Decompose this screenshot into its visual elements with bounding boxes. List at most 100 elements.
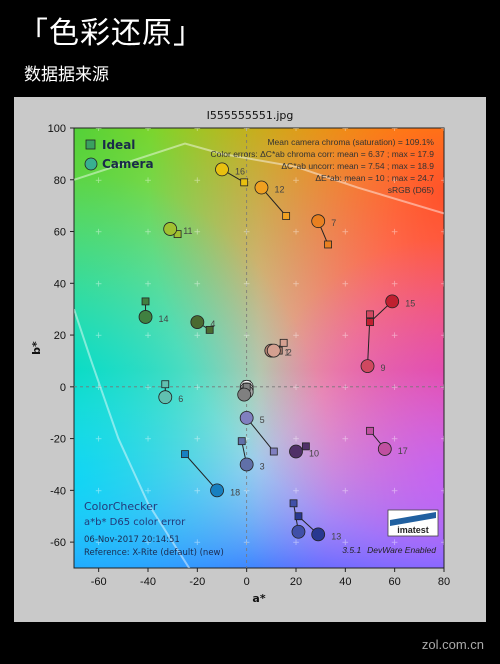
grid-cross: + [144,486,152,496]
grid-cross: + [194,176,202,186]
grid-cross: + [342,228,350,238]
grid-cross: + [342,435,350,445]
patch-label: 17 [398,446,408,456]
x-tick-label: -40 [140,576,156,588]
x-tick-label: 80 [438,576,450,588]
patch-label: 6 [178,394,183,404]
ideal-square [282,212,291,220]
camera-circle [254,180,269,195]
patch-label: 10 [309,449,319,459]
grid-cross: + [194,383,202,393]
grid-cross: + [95,331,103,341]
camera-circle [138,310,153,324]
patch-error-line [184,453,218,491]
patch-label: 7 [331,218,336,228]
grid-cross: + [194,279,202,289]
legend-camera-label: Camera [102,157,154,171]
x-tick-label: 0 [244,576,250,588]
logo-stripe [390,512,436,526]
camera-circle [215,162,229,177]
page-subtitle: 数据据来源 [24,65,109,85]
x-tick-label: 40 [339,576,351,588]
grid-cross: + [391,228,399,238]
camera-circle [158,390,173,405]
grid-cross: + [391,486,399,496]
ideal-square [366,426,374,435]
patch-label: 12 [274,185,284,195]
stats-line: ΔC*ab uncorr: mean = 7.54 ; max = 18.9 [281,161,434,171]
stats-line: sRGB (D65) [388,185,434,195]
imatest-logo: imatest [387,509,439,537]
ideal-square [289,499,298,508]
grid-cross: + [391,124,399,134]
camera-circle [266,343,281,358]
camera-circle [385,294,400,309]
camera-circle [291,524,306,539]
grid-cross: + [144,435,152,445]
grid-cross: + [342,279,350,289]
ideal-square [269,447,278,456]
grid-cross: + [292,486,300,496]
grid-cross: + [342,383,350,393]
ideal-square [294,512,303,521]
plot-frame [73,127,445,569]
patch-label: 2 [287,348,292,358]
grid-cross: + [243,538,251,548]
grid-cross: + [243,124,251,134]
grid-cross: + [440,228,448,238]
grid-cross: + [144,383,152,393]
legend-ideal-label: Ideal [102,138,135,152]
patch-label: 1 [284,348,289,358]
grid-cross: + [194,435,202,445]
patch-label: 15 [405,298,415,308]
grid-cross: + [292,228,300,238]
x-tick-label: 20 [290,576,302,588]
ideal-square [240,178,249,187]
grid-cross: + [391,279,399,289]
grid-cross: + [95,486,103,496]
grid-cross: + [440,538,448,548]
camera-circle [311,527,326,542]
grid-cross: + [243,279,251,289]
patch-label: 13 [331,531,341,541]
patch-label: 9 [381,363,386,373]
patch-label: 14 [159,314,169,324]
ideal-square [324,240,332,249]
version-text: 3.5.1 DevWare Enabled [342,545,436,555]
y-tick-label: 100 [48,123,66,135]
stats-line: Color errors: ΔC*ab chroma corr: mean = … [211,149,435,159]
patch-label: 16 [235,166,245,176]
patch-label: 11 [183,226,192,236]
grid-cross: + [243,435,251,445]
grid-cross: + [194,124,202,134]
patch-label: 4 [210,319,215,329]
figure-file-title: I555555551.jpg [206,109,294,122]
grid-cross: + [391,435,399,445]
grid-cross: + [144,176,152,186]
grid-cross: + [440,124,448,134]
y-tick-label: 80 [54,175,66,187]
grid-cross: + [194,331,202,341]
camera-circle [289,444,303,459]
grid-cross: + [292,435,300,445]
grid-cross: + [342,538,350,548]
stats-line: Mean camera chroma (saturation) = 109.1% [267,137,434,147]
plot-background [74,128,444,568]
x-axis-label: a* [252,592,265,605]
info-date: 06-Nov-2017 20:14:51 [84,535,180,545]
camera-circle [377,442,392,456]
y-tick-label: 0 [60,382,66,394]
grid-cross: + [144,279,152,289]
grid-cross: + [243,331,251,341]
grid-cross: + [440,486,448,496]
grid-cross: + [95,124,103,134]
grid-cross: + [440,435,448,445]
grid-cross: + [292,538,300,548]
grid-cross: + [440,279,448,289]
camera-circle [239,457,254,472]
patch-error-line [246,417,275,452]
grid-cross: + [144,124,152,134]
y-tick-label: -40 [50,485,66,497]
grid-cross: + [194,538,202,548]
page-title: 「色彩还原」 [18,16,204,51]
